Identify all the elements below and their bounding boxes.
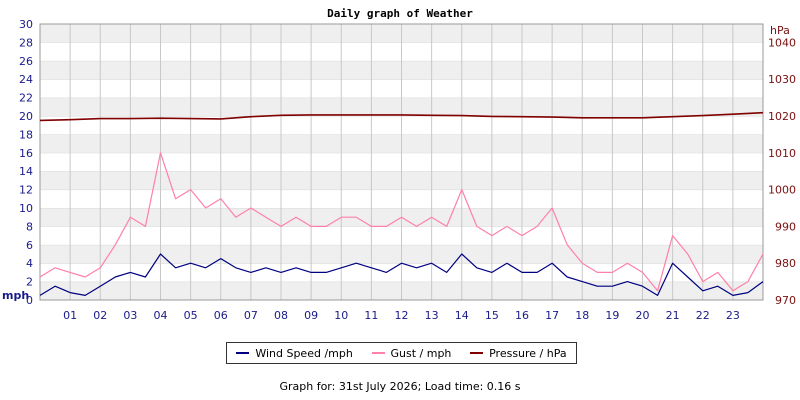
legend-label-gust: Gust / mph <box>390 346 452 360</box>
left-tick-label: 24 <box>19 73 33 86</box>
x-tick-label: 13 <box>425 309 439 322</box>
x-tick-label: 20 <box>636 309 650 322</box>
x-tick-label: 10 <box>334 309 348 322</box>
x-tick-label: 15 <box>485 309 499 322</box>
right-tick-label: 970 <box>775 294 796 307</box>
right-tick-label: 990 <box>775 220 796 233</box>
left-unit-label: mph <box>2 289 29 302</box>
left-tick-label: 30 <box>19 18 33 31</box>
left-tick-label: 22 <box>19 92 33 105</box>
x-tick-label: 05 <box>184 309 198 322</box>
x-tick-label: 06 <box>214 309 228 322</box>
legend-swatch-wind <box>236 352 250 354</box>
x-tick-label: 12 <box>395 309 409 322</box>
x-tick-label: 01 <box>63 309 77 322</box>
left-tick-label: 8 <box>26 220 33 233</box>
x-tick-label: 09 <box>304 309 318 322</box>
legend-swatch-gust <box>371 352 385 354</box>
left-tick-label: 0 <box>26 294 33 307</box>
weather-chart: Daily graph of Weather 02468101214161820… <box>2 7 796 322</box>
plot-frame <box>39 23 764 301</box>
left-tick-label: 2 <box>26 276 33 289</box>
wind-speed-line <box>39 253 764 296</box>
left-tick-label: 4 <box>26 257 33 270</box>
gust-line <box>39 152 764 292</box>
right-tick-label: 1040 <box>768 36 796 49</box>
legend-swatch-pressure <box>470 352 484 354</box>
left-tick-label: 6 <box>26 239 33 252</box>
x-tick-label: 19 <box>605 309 619 322</box>
left-tick-label: 14 <box>19 165 33 178</box>
x-tick-label: 07 <box>244 309 258 322</box>
x-tick-label: 17 <box>545 309 559 322</box>
x-axis-ticks: 01 02 03 04 05 06 07 08 09 10 11 12 13 14 15 16 17 18 19 20… <box>63 309 740 322</box>
x-tick-label: 14 <box>455 309 469 322</box>
left-tick-label: 10 <box>19 202 33 215</box>
x-tick-label: 02 <box>93 309 107 322</box>
legend-label-pressure: Pressure / hPa <box>489 346 567 360</box>
left-tick-label: 12 <box>19 184 33 197</box>
right-tick-label: 980 <box>775 257 796 270</box>
right-axis-ticks: 970 980 990 1000 1010 1020 1030 1040 <box>768 36 796 307</box>
series-group <box>39 111 764 296</box>
right-tick-label: 1010 <box>768 147 796 160</box>
x-tick-label: 22 <box>696 309 710 322</box>
left-tick-label: 28 <box>19 36 33 49</box>
left-tick-label: 18 <box>19 128 33 141</box>
right-tick-label: 1000 <box>768 184 796 197</box>
right-tick-label: 1030 <box>768 73 796 86</box>
legend: Wind Speed /mph Gust / mph Pressure / hP… <box>226 342 577 364</box>
left-tick-label: 20 <box>19 110 33 123</box>
x-tick-label: 03 <box>123 309 137 322</box>
right-unit-label: hPa <box>770 24 790 37</box>
legend-label-wind: Wind Speed /mph <box>255 346 353 360</box>
left-tick-label: 26 <box>19 55 33 68</box>
x-tick-label: 11 <box>364 309 378 322</box>
chart-title: Daily graph of Weather <box>327 7 473 20</box>
right-tick-label: 1020 <box>768 110 796 123</box>
x-tick-label: 18 <box>575 309 589 322</box>
x-tick-label: 16 <box>515 309 529 322</box>
x-tick-label: 04 <box>154 309 168 322</box>
legend-item-pressure: Pressure / hPa <box>470 347 567 360</box>
x-tick-label: 08 <box>274 309 288 322</box>
pressure-line <box>39 111 764 122</box>
footer-text: Graph for: 31st July 2026; Load time: 0.… <box>279 380 521 393</box>
legend-item-wind: Wind Speed /mph <box>236 347 353 360</box>
vertical-gridlines <box>69 24 734 300</box>
left-tick-label: 16 <box>19 147 33 160</box>
legend-item-gust: Gust / mph <box>371 346 452 360</box>
x-tick-label: 23 <box>726 309 740 322</box>
x-tick-label: 21 <box>666 309 680 322</box>
